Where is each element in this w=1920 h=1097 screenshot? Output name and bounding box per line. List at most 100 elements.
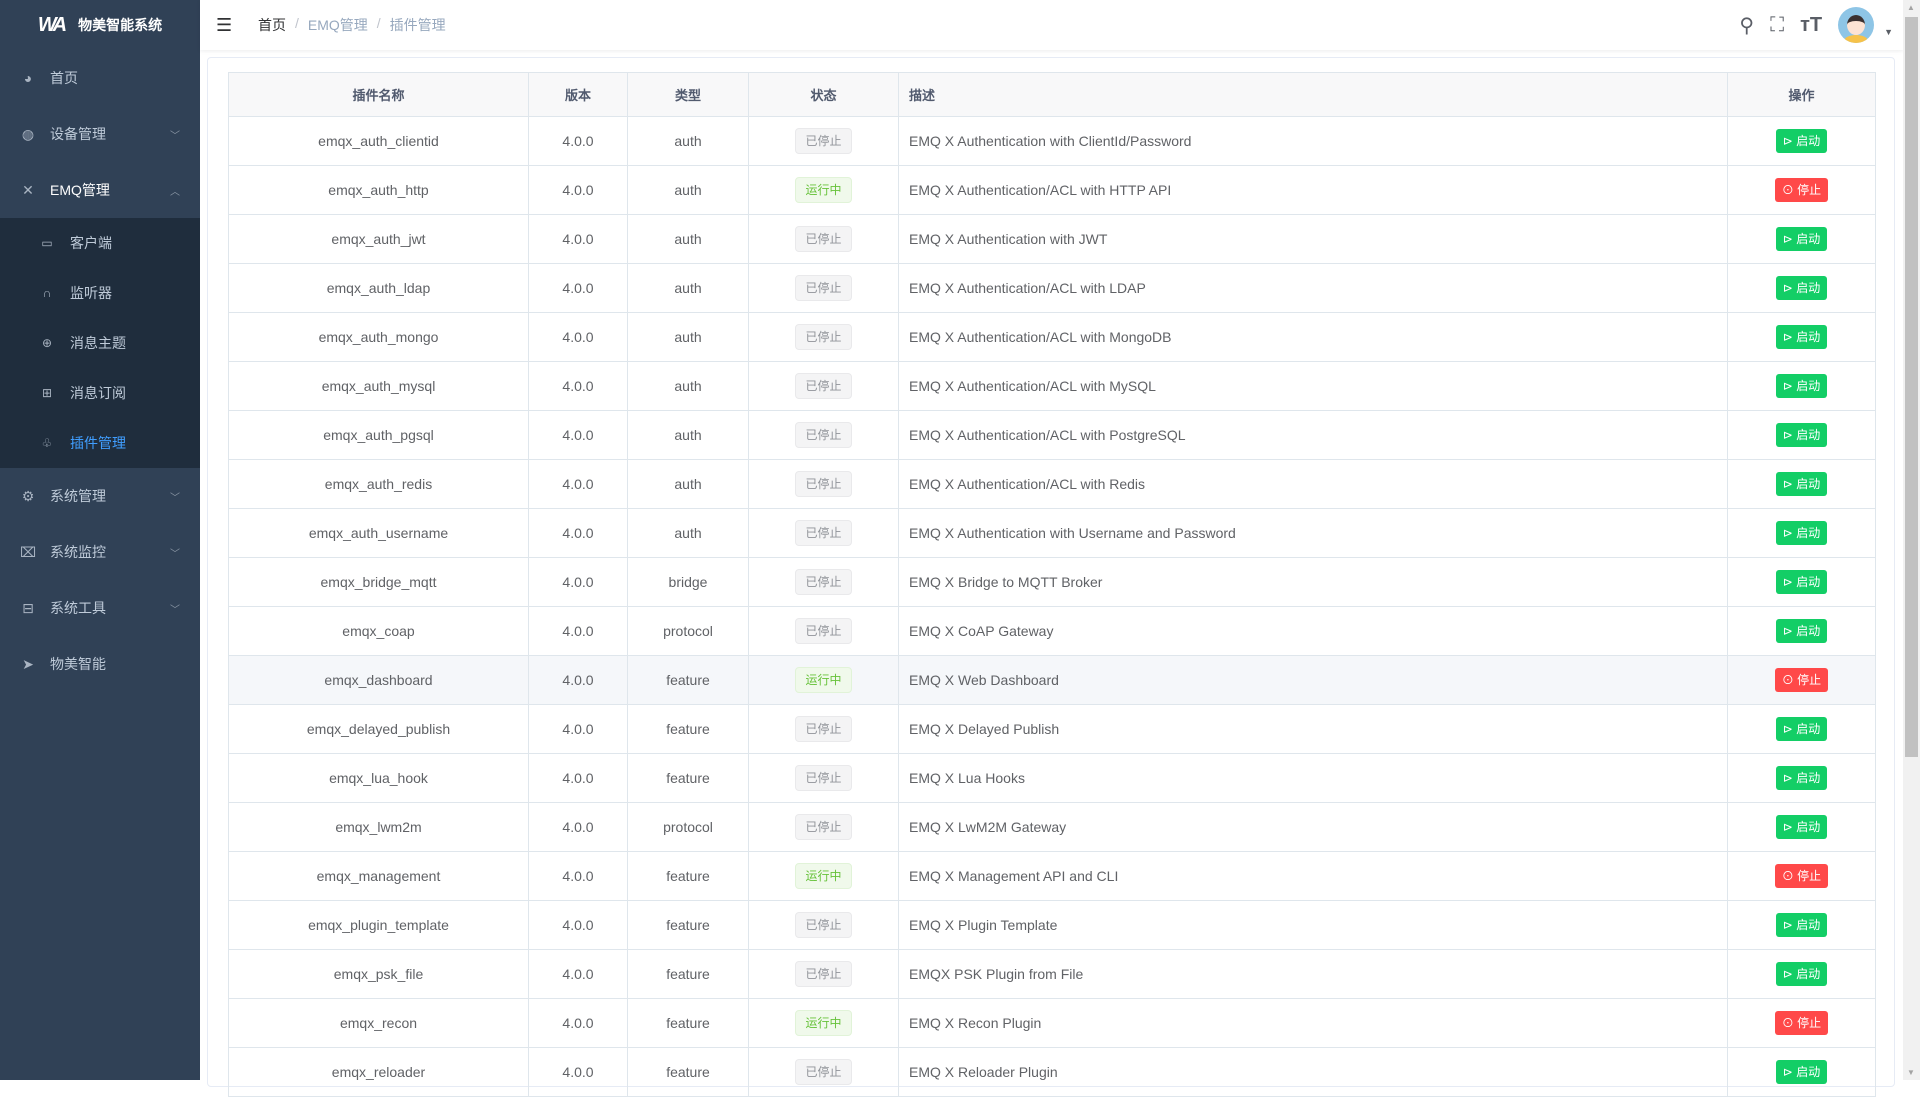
submenu-item-4[interactable]: ♧ 插件管理 <box>0 418 200 468</box>
plugin-version: 4.0.0 <box>528 410 628 460</box>
submenu-item-2[interactable]: ⊕ 消息主题 <box>0 318 200 368</box>
scroll-down-icon[interactable]: ▼ <box>1907 1068 1915 1077</box>
status-badge: 已停止 <box>795 422 852 448</box>
scrollbar-thumb[interactable] <box>1905 17 1918 757</box>
font-size-icon[interactable]: ᴛT <box>1800 13 1823 36</box>
page-scrollbar[interactable]: ▲ ▼ <box>1903 0 1920 1080</box>
start-button[interactable]: ⊳ 启动 <box>1775 129 1828 153</box>
sidebar-item-label: 物美智能 <box>50 656 106 672</box>
status-badge: 运行中 <box>795 863 852 889</box>
start-button[interactable]: ⊳ 启动 <box>1775 717 1828 741</box>
client-icon: ▭ <box>41 236 53 250</box>
column-header: 状态 <box>748 72 899 117</box>
sidebar-item-5[interactable]: ⊟ 系统工具 ﹀ <box>0 580 200 636</box>
plugin-description: EMQ X Lua Hooks <box>898 753 1728 803</box>
plugin-type: bridge <box>627 557 749 607</box>
app-logo[interactable]: WA 物美智能系统 <box>0 0 200 50</box>
status-badge: 已停止 <box>795 912 852 938</box>
plugin-name: emqx_coap <box>228 606 529 656</box>
stop-circle-icon: ⊙ <box>1781 1016 1798 1030</box>
start-button[interactable]: ⊳ 启动 <box>1775 913 1828 937</box>
sidebar-item-4[interactable]: ⌧ 系统监控 ﹀ <box>0 524 200 580</box>
plugin-type: feature <box>627 753 749 803</box>
app-title: 物美智能系统 <box>78 17 163 33</box>
stop-button[interactable]: ⊙ 停止 <box>1774 178 1829 202</box>
column-header: 版本 <box>528 72 628 117</box>
plugin-type: auth <box>627 361 749 411</box>
button-label: 启动 <box>1796 330 1821 344</box>
stop-button[interactable]: ⊙ 停止 <box>1774 668 1829 692</box>
start-button[interactable]: ⊳ 启动 <box>1775 227 1828 251</box>
plugin-description: EMQ X Bridge to MQTT Broker <box>898 557 1728 607</box>
sidebar-item-3[interactable]: ⚙ 系统管理 ﹀ <box>0 468 200 524</box>
start-button[interactable]: ⊳ 启动 <box>1775 1060 1828 1084</box>
column-header: 操作 <box>1727 72 1876 117</box>
button-label: 启动 <box>1796 281 1821 295</box>
chevron-icon: ︿ <box>170 186 180 198</box>
stop-button[interactable]: ⊙ 停止 <box>1774 864 1829 888</box>
start-button[interactable]: ⊳ 启动 <box>1775 619 1828 643</box>
plugin-description: EMQ X Authentication/ACL with HTTP API <box>898 165 1728 215</box>
start-button[interactable]: ⊳ 启动 <box>1775 276 1828 300</box>
plugin-type: feature <box>627 851 749 901</box>
breadcrumb-home[interactable]: 首页 <box>258 17 286 33</box>
scroll-up-icon[interactable]: ▲ <box>1907 3 1915 12</box>
search-icon[interactable]: ⚲ <box>1739 14 1755 37</box>
plugin-version: 4.0.0 <box>528 312 628 362</box>
plugin-description: EMQ X Authentication with ClientId/Passw… <box>898 116 1728 166</box>
sidebar-item-6[interactable]: ➤ 物美智能 <box>0 636 200 692</box>
plugin-version: 4.0.0 <box>528 263 628 313</box>
dashboard-icon: ◕ <box>23 70 33 86</box>
plugin-description: EMQ X Web Dashboard <box>898 655 1728 705</box>
table-row: emqx_coap 4.0.0 protocol 已停止 EMQ X CoAP Gate… <box>228 606 1876 656</box>
status-badge: 已停止 <box>795 961 852 987</box>
start-button[interactable]: ⊳ 启动 <box>1775 472 1828 496</box>
submenu-item-0[interactable]: ▭ 客户端 <box>0 218 200 268</box>
avatar[interactable] <box>1838 7 1875 43</box>
sidebar-item-1[interactable]: ◍ 设备管理 ﹀ <box>0 106 200 162</box>
plugin-version: 4.0.0 <box>528 459 628 509</box>
play-circle-icon: ⊳ <box>1782 918 1797 932</box>
submenu-item-3[interactable]: ⊞ 消息订阅 <box>0 368 200 418</box>
start-button[interactable]: ⊳ 启动 <box>1775 766 1828 790</box>
start-button[interactable]: ⊳ 启动 <box>1775 325 1828 349</box>
start-button[interactable]: ⊳ 启动 <box>1775 815 1828 839</box>
hamburger-toggle-icon[interactable]: ☰ <box>216 14 233 35</box>
button-label: 启动 <box>1796 526 1821 540</box>
emq-icon: ✕ <box>22 181 34 198</box>
plugin-description: EMQ X Recon Plugin <box>898 998 1728 1048</box>
plugin-name: emqx_lwm2m <box>228 802 529 852</box>
status-badge: 已停止 <box>795 569 852 595</box>
start-button[interactable]: ⊳ 启动 <box>1775 423 1828 447</box>
plugin-version: 4.0.0 <box>528 900 628 950</box>
start-button[interactable]: ⊳ 启动 <box>1775 374 1828 398</box>
plugin-description: EMQ X Authentication/ACL with Redis <box>898 459 1728 509</box>
table-row: emqx_auth_http 4.0.0 auth 运行中 EMQ X Authenti… <box>228 165 1876 215</box>
stop-button[interactable]: ⊙ 停止 <box>1774 1011 1829 1035</box>
play-circle-icon: ⊳ <box>1782 1065 1797 1079</box>
table-row: emqx_psk_file 4.0.0 feature 已停止 EMQX PSK Plu… <box>228 949 1876 999</box>
plugin-description: EMQ X Authentication/ACL with LDAP <box>898 263 1728 313</box>
breadcrumb-emq[interactable]: EMQ管理 <box>307 17 368 33</box>
start-button[interactable]: ⊳ 启动 <box>1775 962 1828 986</box>
submenu-item-1[interactable]: ∩ 监听器 <box>0 268 200 318</box>
status-badge: 已停止 <box>795 324 852 350</box>
sidebar-item-0[interactable]: ◕ 首页 <box>0 50 200 106</box>
submenu-item-label: 客户端 <box>70 235 112 251</box>
start-button[interactable]: ⊳ 启动 <box>1775 521 1828 545</box>
plugin-name: emqx_lua_hook <box>228 753 529 803</box>
plugin-version: 4.0.0 <box>528 753 628 803</box>
fullscreen-icon[interactable]: ⛶ <box>1770 13 1785 36</box>
table-row: emqx_lwm2m 4.0.0 protocol 已停止 EMQ X LwM2M Ga… <box>228 802 1876 852</box>
sidebar-item-label: 系统管理 <box>50 488 106 504</box>
plugin-version: 4.0.0 <box>528 116 628 166</box>
table-row: emqx_auth_username 4.0.0 auth 已停止 EMQ X Auth… <box>228 508 1876 558</box>
sidebar-item-label: 首页 <box>50 70 78 86</box>
sidebar-item-2[interactable]: ✕ EMQ管理 ︿ <box>0 162 200 218</box>
plugin-type: feature <box>627 998 749 1048</box>
table-row: emqx_auth_mongo 4.0.0 auth 已停止 EMQ X Authent… <box>228 312 1876 362</box>
start-button[interactable]: ⊳ 启动 <box>1775 570 1828 594</box>
plugin-version: 4.0.0 <box>528 949 628 999</box>
caret-down-icon[interactable]: ▼ <box>1884 27 1893 37</box>
status-badge: 已停止 <box>795 716 852 742</box>
